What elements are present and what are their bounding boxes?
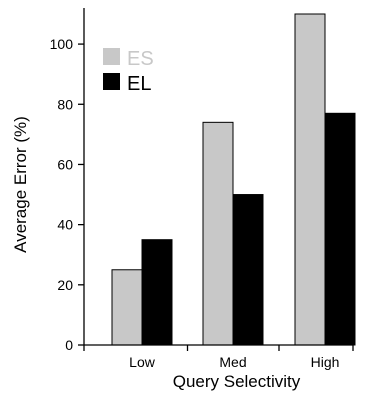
bar-el-high (324, 112, 356, 346)
y-tick-label: 60 (57, 156, 73, 172)
axes-group (83, 8, 353, 346)
x-ticks-group: Low Med High (83, 345, 354, 370)
y-axis-label: Average Error (%) (11, 116, 30, 253)
x-tick-label: High (311, 354, 340, 370)
legend-label-es: ES (127, 48, 154, 70)
bars-group (111, 13, 356, 346)
y-tick-label: 20 (57, 277, 73, 293)
legend-swatch-el (103, 73, 120, 90)
legend-label-el: EL (127, 73, 151, 95)
legend-swatch-es (103, 48, 120, 65)
bar-el-low (141, 239, 173, 346)
y-ticks-group: 0 20 40 60 80 100 (50, 36, 84, 353)
y-tick-label: 80 (57, 96, 73, 112)
y-tick-label: 40 (57, 217, 73, 233)
bar-es-low (111, 269, 143, 346)
bar-es-med (202, 121, 234, 346)
x-tick-label: Low (129, 354, 156, 370)
legend: ES EL (103, 48, 154, 95)
y-tick-label: 0 (65, 337, 73, 353)
bar-el-med (232, 194, 264, 346)
x-tick-label: Med (219, 354, 246, 370)
y-tick-label: 100 (50, 36, 74, 52)
x-axis-label: Query Selectivity (173, 372, 301, 391)
bar-es-high (294, 13, 326, 346)
